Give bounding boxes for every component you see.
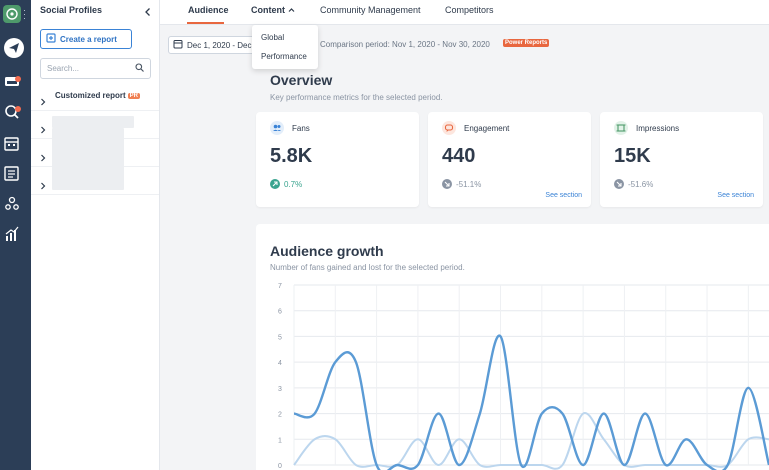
metric-delta: -51.6% — [628, 179, 654, 189]
chevron-right-icon — [40, 177, 46, 190]
overview-title: Overview — [270, 72, 333, 88]
trend-up-icon — [270, 179, 280, 189]
y-tick-label: 7 — [278, 283, 282, 290]
metric-card-impressions: Impressions 15K -51.6% See section — [600, 112, 763, 207]
frame-icon — [614, 121, 628, 135]
trend-down-icon — [442, 179, 452, 189]
audience-growth-section: Audience growth Number of fans gained an… — [256, 224, 769, 470]
series-line-1 — [293, 412, 769, 470]
redacted-profile — [52, 116, 134, 128]
menu-item-performance[interactable]: Performance — [261, 52, 307, 61]
see-section-link[interactable]: See section — [545, 192, 582, 199]
y-tick-label: 3 — [278, 386, 282, 393]
growth-title: Audience growth — [270, 243, 384, 259]
y-tick-label: 4 — [278, 360, 282, 367]
tab-audience[interactable]: Audience — [188, 5, 229, 15]
series-line-0 — [293, 334, 769, 470]
search-icon — [135, 63, 144, 74]
metric-card-fans: Fans 5.8K 0.7% — [256, 112, 419, 207]
metric-delta: -51.1% — [456, 179, 482, 189]
tab-content-label: Content — [251, 5, 285, 15]
metric-label: Engagement — [464, 124, 510, 133]
chevron-right-icon — [40, 121, 46, 134]
metric-value: 440 — [442, 145, 476, 167]
active-tab-indicator — [187, 22, 224, 24]
content-dropdown-menu: Global Performance — [252, 25, 318, 69]
pr-badge: PR — [127, 93, 141, 99]
team-icon[interactable] — [4, 196, 22, 214]
comparison-period: Comparison period: Nov 1, 2020 - Nov 30,… — [320, 40, 490, 49]
users-icon — [270, 121, 284, 135]
create-report-icon — [46, 33, 56, 45]
chevron-right-icon — [40, 149, 46, 162]
y-tick-label: 1 — [278, 437, 282, 444]
tree-item-customized-report[interactable]: Customized report PR — [31, 84, 159, 111]
overview-subtitle: Key performance metrics for the selected… — [270, 93, 443, 102]
redacted-profile — [52, 128, 124, 190]
power-reports-badge: Power Reports — [503, 39, 550, 47]
calendar-icon — [173, 39, 183, 51]
reports-list-icon[interactable] — [4, 166, 22, 184]
metric-delta: 0.7% — [284, 179, 303, 189]
metric-card-engagement: Engagement 440 -51.1% See section — [428, 112, 591, 207]
y-tick-label: 0 — [278, 463, 282, 470]
tab-community-management[interactable]: Community Management — [320, 5, 421, 15]
search-input[interactable]: Search... — [40, 58, 151, 79]
y-tick-label: 2 — [278, 412, 282, 419]
y-tick-label: 6 — [278, 309, 282, 316]
app-logo-icon[interactable] — [3, 5, 21, 23]
panel-title: Social Profiles — [40, 5, 103, 15]
search-placeholder: Search... — [47, 64, 80, 73]
tab-content[interactable]: Content — [251, 5, 295, 15]
analytics-icon[interactable] — [4, 226, 22, 244]
chevron-up-icon — [288, 5, 295, 15]
create-report-button[interactable]: Create a report — [40, 29, 132, 49]
calendar-icon[interactable] — [4, 136, 22, 154]
audience-growth-chart: 0 1 2 3 4 5 6 7 — [278, 283, 769, 470]
y-tick-label: 5 — [278, 334, 282, 341]
menu-item-global[interactable]: Global — [261, 33, 285, 42]
chat-icon — [442, 121, 456, 135]
publish-icon[interactable] — [4, 38, 24, 58]
app-rail: · · · — [0, 0, 31, 470]
tree-item-profile[interactable] — [31, 168, 159, 195]
tab-competitors[interactable]: Competitors — [445, 5, 494, 15]
growth-subtitle: Number of fans gained and lost for the s… — [270, 263, 465, 272]
date-range-picker[interactable]: Dec 1, 2020 - Dec — [168, 36, 263, 54]
inbox-notification-dot — [15, 76, 21, 82]
more-icon[interactable]: · · · — [23, 5, 26, 23]
tree-item-label: Customized report — [55, 91, 126, 100]
trend-down-icon — [614, 179, 624, 189]
create-report-label: Create a report — [60, 34, 117, 44]
metric-value: 5.8K — [270, 145, 313, 167]
top-nav: Audience Content Community Management Co… — [160, 0, 769, 25]
metric-label: Impressions — [636, 124, 680, 133]
chevron-right-icon — [40, 93, 46, 106]
listening-notification-dot — [15, 106, 21, 112]
metric-value: 15K — [614, 145, 651, 167]
collapse-panel-icon[interactable] — [143, 4, 153, 16]
see-section-link[interactable]: See section — [717, 192, 754, 199]
date-range-label: Dec 1, 2020 - Dec — [187, 40, 252, 50]
profiles-panel: Social Profiles Create a report Search..… — [31, 0, 160, 470]
metric-label: Fans — [292, 124, 310, 133]
